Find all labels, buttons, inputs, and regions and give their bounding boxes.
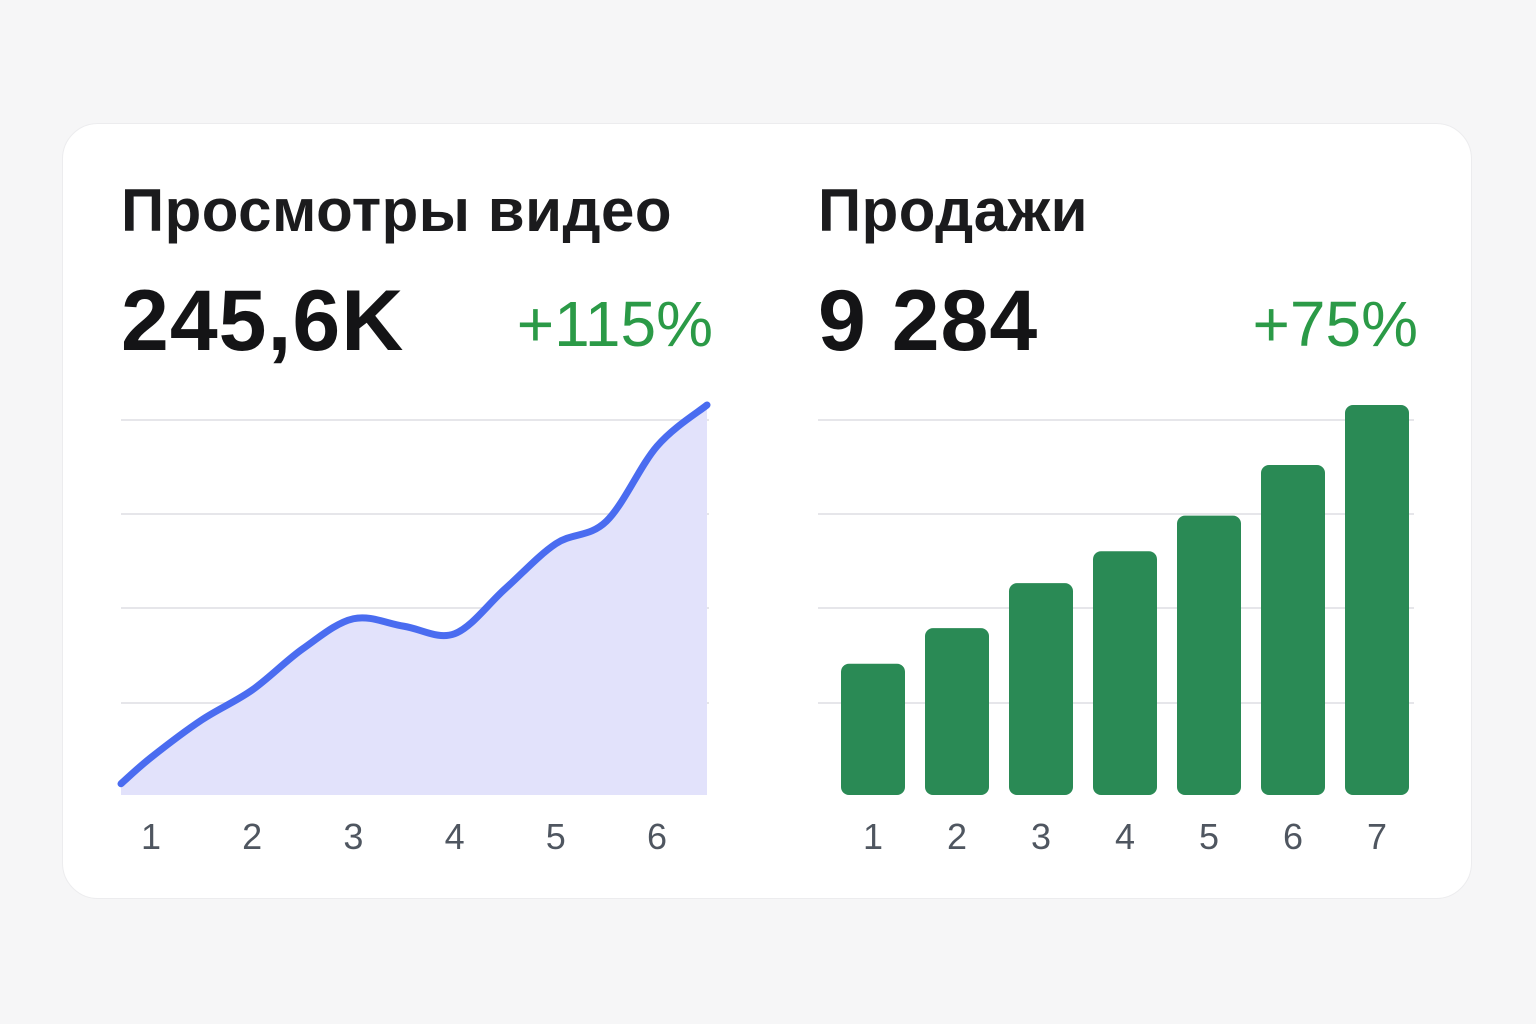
series-line xyxy=(117,401,711,788)
sales-change: +75% xyxy=(1252,288,1418,360)
bar xyxy=(841,663,905,795)
bar xyxy=(1093,551,1157,795)
dashboard-card: Просмотры видео 245,6K +115% 1 2 3 4 5 6 Прод… xyxy=(62,123,1472,899)
x-tick-label: 3 xyxy=(1031,816,1051,857)
x-tick-label: 1 xyxy=(141,816,161,857)
x-tick-label: 6 xyxy=(647,816,667,857)
sales-title: Продажи xyxy=(818,177,1089,244)
x-tick-label: 5 xyxy=(1199,816,1219,857)
x-tick-label: 2 xyxy=(947,816,967,857)
area-fill xyxy=(121,405,707,795)
sales-chart: 1 2 3 4 5 6 7 xyxy=(818,405,1414,857)
x-tick-label: 6 xyxy=(1283,816,1303,857)
bar xyxy=(1261,465,1325,795)
video-views-value: 245,6K xyxy=(121,273,405,369)
x-tick-label: 4 xyxy=(1115,816,1135,857)
x-tick-label: 2 xyxy=(242,816,262,857)
bar xyxy=(1009,583,1073,795)
x-tick-label: 1 xyxy=(863,816,883,857)
sales-value: 9 284 xyxy=(818,273,1039,369)
x-tick-label: 5 xyxy=(546,816,566,857)
video-views-change: +115% xyxy=(516,288,713,360)
x-tick-label: 3 xyxy=(343,816,363,857)
bar xyxy=(1345,405,1409,795)
bar xyxy=(925,628,989,795)
video-views-chart: 1 2 3 4 5 6 xyxy=(117,401,711,857)
x-tick-label: 4 xyxy=(445,816,465,857)
video-views-title: Просмотры видео xyxy=(121,177,673,244)
x-tick-label: 7 xyxy=(1367,816,1387,857)
bar xyxy=(1177,515,1241,795)
